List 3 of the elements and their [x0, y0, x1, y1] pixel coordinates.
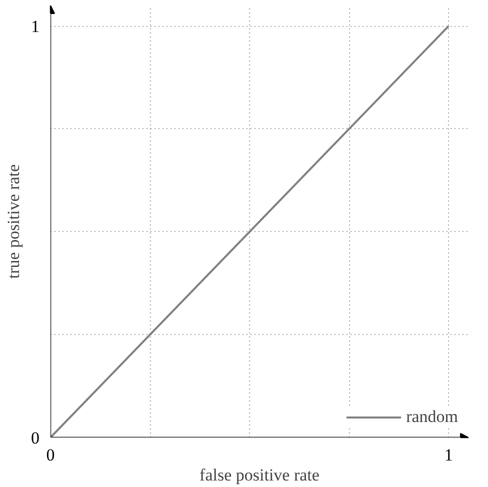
y-axis-title: true positive rate	[4, 164, 23, 279]
x-axis-title: false positive rate	[200, 466, 320, 484]
legend-label: random	[406, 407, 458, 427]
